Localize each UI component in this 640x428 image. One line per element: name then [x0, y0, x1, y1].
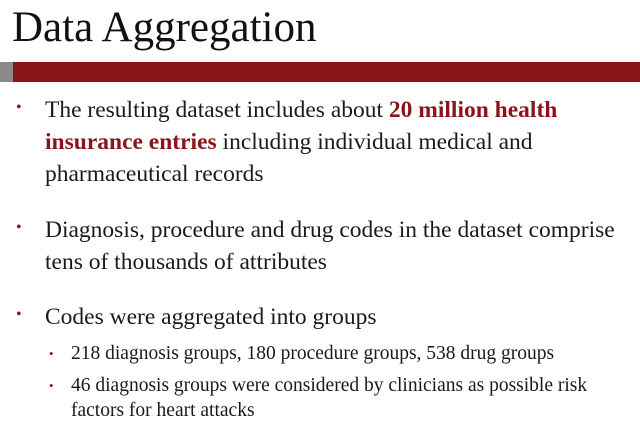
sub-bullet-marker: •: [49, 378, 54, 393]
divider-grey-segment: [0, 62, 13, 82]
divider-red-segment: [13, 62, 640, 82]
bullet-text: Codes were aggregated into groups: [45, 304, 377, 330]
sub-bullet-text: 46 diagnosis groups were considered by c…: [71, 375, 588, 421]
bullet-highlight-entries: 20 million health insurance entries: [45, 97, 558, 155]
bullet-marker: •: [16, 99, 22, 116]
sub-bullet-text: 218 diagnosis groups, 180 procedure grou…: [71, 343, 555, 364]
bullet-text-lead: The resulting dataset includes about: [45, 97, 389, 123]
bullet-text-tail: including individual medical and pharmac…: [45, 129, 533, 187]
bullet-text: The resulting dataset includes about 20 …: [45, 94, 630, 190]
bullet-text: Diagnosis, procedure and drug codes in t…: [45, 217, 615, 275]
slide-title: Data Aggregation: [12, 4, 317, 51]
sub-bullet-marker: •: [49, 346, 54, 361]
bullet-marker: •: [16, 306, 22, 323]
title-divider-bar: [0, 62, 640, 82]
bullet-marker: •: [16, 219, 22, 236]
